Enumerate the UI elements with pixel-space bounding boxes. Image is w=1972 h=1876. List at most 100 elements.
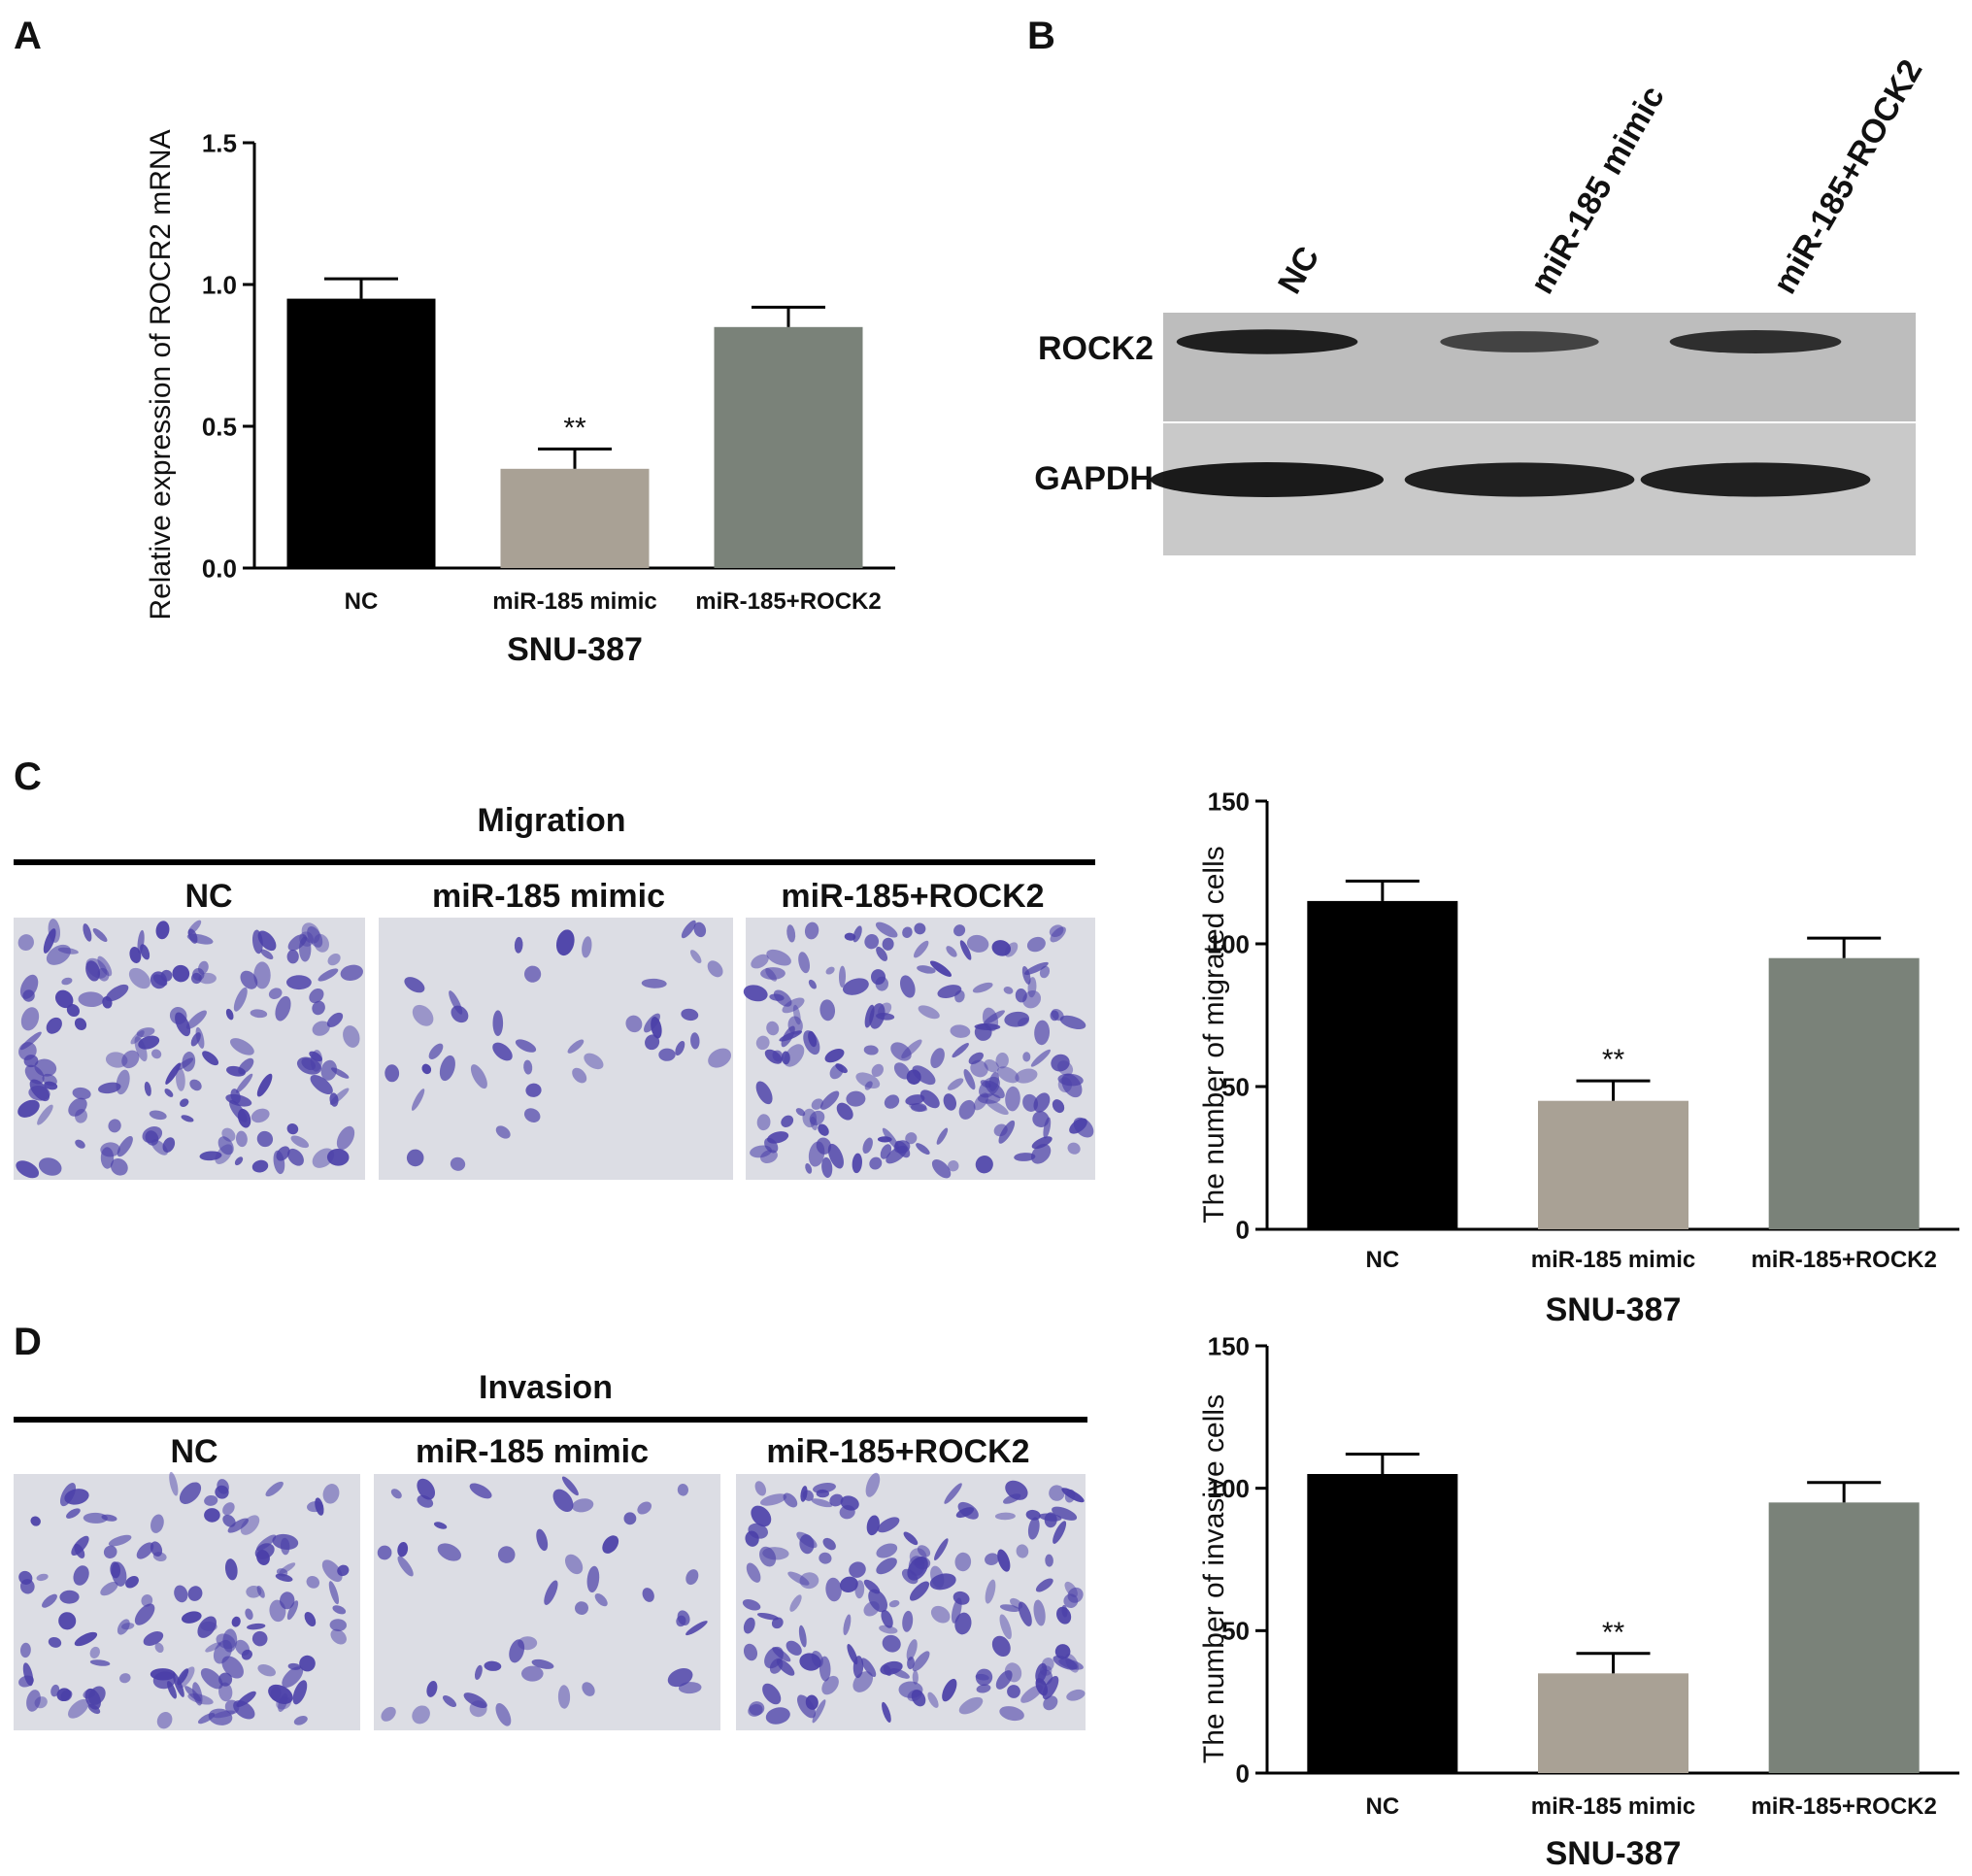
stained-cell xyxy=(233,987,248,1012)
stained-cell xyxy=(256,1550,270,1565)
stained-cell xyxy=(329,1092,339,1107)
stained-cell xyxy=(743,1643,758,1661)
stained-cell xyxy=(975,1156,993,1174)
stained-cell xyxy=(1003,1493,1021,1504)
stained-cell xyxy=(1003,987,1014,994)
stained-cell xyxy=(754,1481,767,1496)
stained-cell xyxy=(240,1515,260,1535)
stained-cell xyxy=(681,1008,699,1022)
stained-cell xyxy=(213,1710,236,1719)
stained-cell xyxy=(810,1116,818,1131)
stained-cell xyxy=(1027,977,1037,998)
stained-cell xyxy=(846,1090,866,1107)
stained-cell xyxy=(877,1136,892,1143)
invasion-col-label-nc: NC xyxy=(170,1433,217,1470)
stained-cell xyxy=(756,1612,780,1621)
stained-cell xyxy=(200,1667,223,1690)
stained-cell xyxy=(623,1512,637,1525)
stained-cell xyxy=(802,1490,814,1501)
stained-cell xyxy=(100,1581,118,1596)
stained-cell xyxy=(1017,1017,1029,1027)
stained-cell xyxy=(811,1498,833,1508)
stained-cell xyxy=(913,940,929,958)
y-tick-label: 0.0 xyxy=(202,553,237,583)
stained-cell xyxy=(825,1577,842,1602)
stained-cell xyxy=(821,1156,833,1178)
stained-cell xyxy=(260,949,274,960)
stained-cell xyxy=(1066,1689,1086,1701)
stained-cell xyxy=(428,1043,444,1059)
stained-cell xyxy=(1022,990,1042,1009)
stained-cell xyxy=(868,1589,888,1613)
stained-cell xyxy=(917,965,936,974)
stained-cell xyxy=(1063,1593,1079,1609)
stained-cell xyxy=(586,1565,600,1593)
stained-cell xyxy=(234,1156,244,1166)
stained-cell xyxy=(883,1664,892,1676)
stained-cell xyxy=(979,1076,1000,1098)
chart-c-migrated-cells: 0 50 100 150 NC ** miR-185 mimic miR-185+ROCK2 S… xyxy=(1198,787,1959,1328)
stained-cell xyxy=(463,1692,487,1709)
stained-cell xyxy=(336,1125,355,1151)
stained-cell xyxy=(18,1042,37,1060)
stained-cell xyxy=(877,1517,900,1533)
stained-cell xyxy=(287,1148,304,1166)
stained-cell xyxy=(966,934,989,953)
stained-cell xyxy=(18,1570,33,1585)
stained-cell xyxy=(108,1119,121,1133)
stained-cell xyxy=(138,1035,160,1050)
stained-cell xyxy=(268,988,283,999)
stained-cell xyxy=(968,1052,984,1065)
x-tick-label-nc: NC xyxy=(345,588,379,615)
stained-cell xyxy=(789,1594,802,1612)
stained-cell xyxy=(293,1716,308,1725)
stained-cell xyxy=(843,1614,852,1636)
stained-cell xyxy=(677,1484,689,1496)
stained-cell xyxy=(179,1482,202,1504)
stained-cell xyxy=(282,1666,304,1689)
migration-col-label-mir185-mimic: miR-185 mimic xyxy=(432,878,665,915)
stained-cell xyxy=(690,1032,700,1050)
significance-marker-mir-185-mimic: ** xyxy=(563,412,586,444)
stained-cell xyxy=(235,1639,251,1657)
stained-cell xyxy=(185,1010,207,1029)
stained-cell xyxy=(944,1483,962,1504)
stained-cell xyxy=(406,1149,424,1167)
stained-cell xyxy=(756,1114,771,1131)
stained-cell xyxy=(111,1561,127,1587)
stained-cell xyxy=(907,1689,922,1702)
stained-cell xyxy=(1015,1068,1038,1084)
band-rock2-nc xyxy=(1176,329,1358,354)
stained-cell xyxy=(1049,1485,1065,1501)
stained-cell xyxy=(143,1631,164,1646)
stained-cell xyxy=(221,1656,244,1679)
stained-cell xyxy=(320,1059,338,1081)
stained-cell xyxy=(689,950,702,963)
stained-cell xyxy=(785,1640,802,1656)
stained-cell xyxy=(840,1495,859,1511)
stained-cell xyxy=(805,1163,813,1174)
stained-cell xyxy=(849,1561,866,1578)
y-axis-title: The number of invasive cells xyxy=(1198,1394,1230,1763)
panel-b-western-blot: B NC miR-185 mimic miR-185+ROCK2 ROCK2 G… xyxy=(1027,15,1930,555)
stained-cell xyxy=(1052,1099,1065,1114)
stained-cell xyxy=(869,1156,883,1170)
stained-cell xyxy=(176,1067,185,1091)
y-tick-label: 50 xyxy=(1221,1617,1250,1646)
stained-cell xyxy=(808,979,817,989)
stained-cell xyxy=(160,969,173,982)
stained-cell xyxy=(312,1000,325,1016)
stained-cell xyxy=(912,1670,919,1685)
stained-cell xyxy=(509,1639,525,1663)
stained-cell xyxy=(798,952,811,974)
invasion-col-label-mir185-mimic: miR-185 mimic xyxy=(416,1433,649,1470)
stained-cell xyxy=(561,1476,579,1496)
stained-cell xyxy=(864,1081,873,1090)
stained-cell xyxy=(518,1636,538,1651)
stained-cell xyxy=(469,1483,492,1499)
stained-cell xyxy=(1061,1488,1085,1503)
stained-cell xyxy=(693,921,707,938)
stained-cell xyxy=(930,1048,945,1068)
stained-cell xyxy=(958,1099,976,1120)
panel-letter-c: C xyxy=(14,755,42,798)
